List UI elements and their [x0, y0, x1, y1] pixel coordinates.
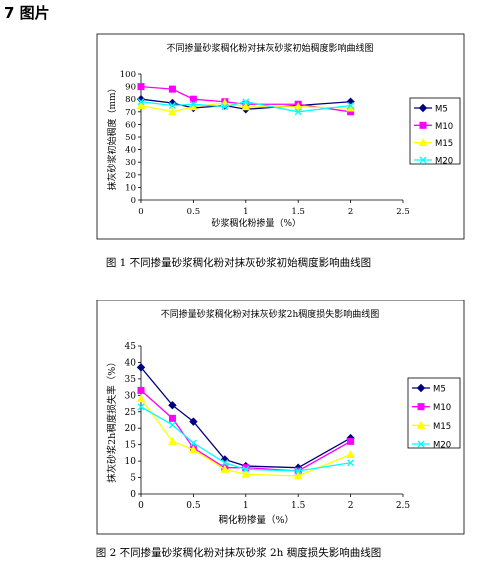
chart2-point-M20-3 [221, 459, 229, 467]
chart1-legend-label-M10: M10 [435, 122, 453, 132]
chart2-legend-label-M5: M5 [433, 385, 446, 395]
chart2-title: 不同掺量砂浆稠化粉对抹灰砂浆2h稠度损失影响曲线图 [161, 308, 380, 320]
chart2-ytick-label-5: 25 [125, 408, 137, 418]
chart2-legend-marker-M15 [416, 420, 426, 429]
chart2-point-M15-4 [241, 469, 251, 478]
chart1-point-M15-4 [241, 102, 251, 111]
chart1-point-M20-1 [168, 102, 176, 109]
chart2-point-M15-2 [189, 445, 198, 454]
figure-caption-1: 图 1 不同掺量砂浆稠化粉对抹灰砂浆初始稠度影响曲线图 [105, 257, 372, 269]
chart1-point-M20-6 [347, 102, 355, 109]
section-heading: 7 图片 [4, 4, 50, 22]
chart1-ytick-label-10: 100 [120, 70, 136, 80]
chart2-xtick-label-5: 2.5 [396, 501, 411, 511]
chart2-point-M10-0 [137, 386, 145, 394]
chart1-legend-marker-M10 [419, 121, 427, 129]
chart2-ytick-label-3: 15 [125, 441, 137, 451]
chart2-legend [407, 377, 461, 449]
chart2-legend-label-M15: M15 [433, 422, 451, 432]
chart2-point-M20-6 [347, 459, 355, 467]
chart2-point-M20-2 [189, 439, 197, 447]
chart1-point-M20-5 [294, 108, 302, 116]
chart2-xtick-label-2: 1 [243, 501, 249, 511]
chart2-point-M10-1 [168, 414, 176, 422]
chart2-ytick-label-1: 5 [130, 474, 136, 484]
chart1-point-M10-1 [168, 85, 176, 93]
chart2-ytick-label-0: 0 [130, 490, 136, 500]
chart2-ytick-label-2: 10 [125, 457, 137, 467]
chart2-point-M15-5 [293, 471, 303, 480]
chart1-point-M20-4 [242, 98, 250, 106]
chart2-legend-label-M10: M10 [433, 403, 451, 413]
chart2-ytick-label-6: 30 [125, 391, 137, 401]
chart2-xtick-label-0: 0 [138, 501, 144, 511]
chart1-point-M20-2 [189, 100, 197, 108]
chart2-legend-marker-M5 [416, 383, 426, 393]
chart1-point-M15-1 [168, 107, 177, 116]
chart1-point-M10-2 [189, 95, 197, 103]
chart1-ytick-label-5: 50 [125, 133, 136, 143]
chart2-point-M15-6 [346, 449, 355, 459]
chart1-xtick-label-5: 2.5 [396, 207, 410, 217]
chart-initial-consistency-svg: 不同掺量砂浆稠化粉对抹灰砂浆初始稠度影响曲线图01020304050607080… [96, 33, 465, 240]
chart2-legend-label-M20: M20 [433, 441, 451, 451]
chart1-legend-label-M15: M15 [435, 139, 453, 149]
chart1-legend-label-M20: M20 [435, 157, 453, 167]
chart1-ytick-label-1: 10 [125, 183, 136, 193]
chart1-point-M20-0 [137, 98, 145, 106]
chart1-point-M15-5 [293, 102, 303, 111]
chart2-point-M20-1 [168, 421, 176, 429]
chart2-xlabel: 稠化粉掺量（%） [219, 514, 295, 526]
chart1-legend-marker-M20 [419, 156, 427, 164]
chart1-xtick-label-3: 1.5 [291, 207, 305, 217]
chart2-point-M20-5 [294, 467, 302, 475]
chart1-title: 不同掺量砂浆稠化粉对抹灰砂浆初始稠度影响曲线图 [166, 42, 373, 54]
chart2-point-M10-6 [347, 437, 355, 445]
chart2-xtick-label-3: 1.5 [291, 501, 306, 511]
chart1-point-M15-0 [136, 100, 146, 109]
chart1-xtick-label-0: 0 [138, 207, 143, 217]
chart1-ytick-label-9: 90 [125, 83, 136, 93]
chart2-legend-marker-M20 [417, 440, 425, 448]
chart1-ytick-label-8: 80 [125, 95, 136, 105]
chart1-xtick-label-1: 0.5 [187, 207, 201, 217]
chart2-point-M20-0 [137, 403, 145, 411]
chart-initial-consistency: 不同掺量砂浆稠化粉对抹灰砂浆初始稠度影响曲线图 0 10 20 30 40 50 60 70 80… [0, 30, 477, 245]
chart1-legend-marker-M5 [418, 103, 428, 113]
chart1-legend [409, 97, 461, 165]
chart1-xtick-label-2: 1 [243, 207, 248, 217]
chart1-ytick-label-7: 70 [125, 108, 136, 118]
chart2-ytick-label-8: 40 [125, 358, 137, 368]
chart2-ytick-label-7: 35 [125, 375, 137, 385]
chart1-point-M20-3 [221, 103, 229, 111]
chart2-ytick-label-4: 20 [125, 424, 137, 434]
figure-caption-2: 图 2 不同掺量砂浆稠化粉对抹灰砂浆 2h 稠度损失影响曲线图 [95, 547, 382, 559]
chart1-ytick-label-0: 0 [131, 196, 136, 206]
chart1-xlabel: 砂浆稠化粉掺量（%） [211, 217, 301, 229]
chart1-ytick-label-2: 20 [125, 171, 136, 181]
chart1-ytick-label-3: 30 [125, 158, 136, 168]
chart1-ylabel: 抹灰砂浆初始稠度（mm） [106, 83, 118, 190]
chart1-point-M10-0 [137, 83, 145, 91]
chart2-point-M15-1 [168, 436, 177, 445]
chart2-ytick-label-9: 45 [125, 342, 137, 352]
chart-2h-consistency-loss: 不同掺量砂浆稠化粉对抹灰砂浆2h稠度损失影响曲线图 0 5 10 15 20 25 30 35 4… [0, 300, 477, 535]
chart-2h-consistency-loss-svg: 不同掺量砂浆稠化粉对抹灰砂浆2h稠度损失影响曲线图051015202530354… [96, 300, 465, 535]
chart1-ytick-label-6: 60 [125, 120, 136, 130]
chart2-point-M5-2 [189, 417, 198, 426]
chart2-xtick-label-1: 0.5 [186, 501, 201, 511]
chart1-ytick-label-4: 40 [125, 146, 136, 156]
chart1-legend-label-M5: M5 [435, 105, 448, 115]
chart2-ylabel: 抹灰砂浆2h稠度损失率（%） [106, 357, 118, 483]
chart1-legend-marker-M15 [418, 138, 428, 147]
chart1-border [96, 33, 465, 240]
chart2-xtick-label-4: 2 [348, 501, 354, 511]
chart1-xtick-label-4: 2 [348, 207, 353, 217]
chart2-point-M15-3 [220, 464, 230, 473]
chart2-point-M5-0 [136, 363, 146, 372]
chart2-point-M15-0 [136, 394, 146, 403]
chart2-point-M5-1 [168, 400, 177, 410]
chart2-point-M20-4 [242, 465, 250, 473]
chart2-legend-marker-M10 [417, 403, 425, 411]
